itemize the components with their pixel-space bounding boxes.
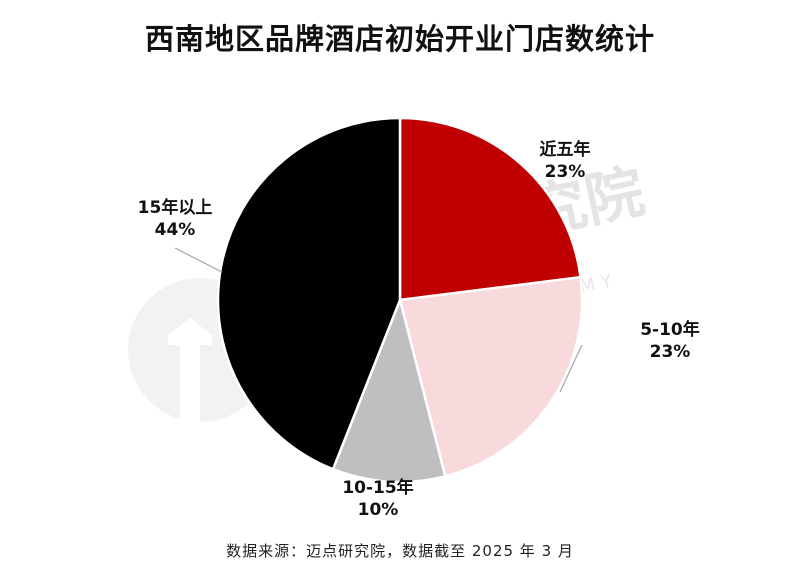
chart-title: 西南地区品牌酒店初始开业门店数统计 (144, 22, 655, 56)
slice-value-3: 10% (358, 500, 399, 520)
slice-label-2: 5-10年 (640, 319, 700, 340)
watermark-logo-building (168, 318, 212, 425)
pie-slice-2 (398, 275, 584, 478)
source-note: 数据来源：迈点研究院，数据截至 2025 年 3 月 (226, 542, 574, 560)
slice-label-3: 10-15年 (342, 477, 413, 498)
pie-slice-1 (398, 116, 582, 302)
pie-slices (216, 116, 584, 484)
leader-line-2 (559, 344, 583, 393)
slice-label-4: 15年以上 (138, 197, 213, 218)
pie-slice-4 (216, 116, 402, 471)
pie-slice-3 (331, 295, 447, 484)
leader-line-4 (174, 247, 223, 273)
slice-label-1: 近五年 (540, 139, 591, 160)
leader-lines (174, 247, 583, 393)
slice-value-1: 23% (545, 162, 586, 182)
slice-value-2: 23% (650, 342, 691, 362)
slice-value-4: 44% (155, 220, 196, 240)
